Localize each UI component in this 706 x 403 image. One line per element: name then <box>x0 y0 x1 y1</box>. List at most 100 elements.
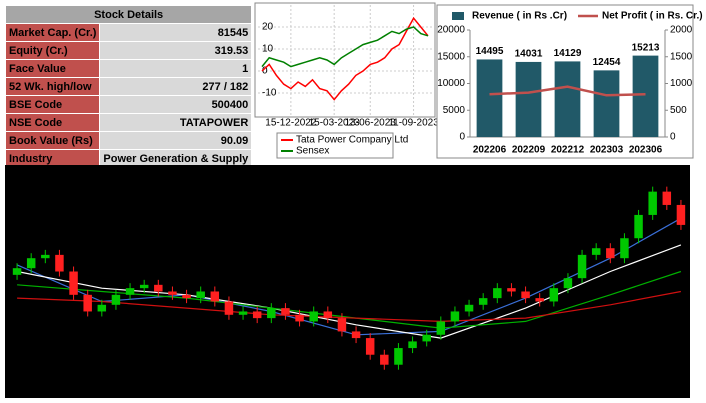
candle-body <box>521 291 530 299</box>
table-title: Stock Details <box>4 5 253 24</box>
plot-frame <box>254 2 436 118</box>
candle-body <box>478 298 488 305</box>
line <box>261 26 429 68</box>
candle-body <box>125 288 135 295</box>
y2-tick-label: 0 <box>670 132 676 143</box>
data-label: 14129 <box>554 48 582 59</box>
candle-body <box>549 288 559 302</box>
row-label: Market Cap. (Cr.) <box>4 23 101 42</box>
row-value: 81545 <box>99 23 253 42</box>
candle-body <box>408 341 417 349</box>
candle-body <box>323 311 333 319</box>
candle-body <box>634 214 643 239</box>
x-tick-label: 202212 <box>551 145 585 156</box>
candle-body <box>606 248 615 259</box>
line <box>261 16 429 101</box>
y-tick-label: 20000 <box>437 25 465 36</box>
stock-table: Stock Details Market Cap. (Cr.) 81545 Equit… <box>4 5 253 168</box>
data-label: 15213 <box>632 42 660 53</box>
x-tick-label: 202209 <box>512 145 546 156</box>
candle-body <box>224 301 234 315</box>
candle-body <box>168 291 177 295</box>
candle-body <box>210 291 220 302</box>
y-tick-label: 15000 <box>437 51 465 62</box>
data-label: 12454 <box>593 57 621 68</box>
candle-body <box>436 321 446 335</box>
row-label: BSE Code <box>4 95 101 114</box>
candle-body <box>337 318 347 332</box>
candle-body <box>182 294 191 299</box>
y2-tick-label: 1500 <box>670 51 693 62</box>
candle-body <box>662 191 672 205</box>
x-tick-label: 15-03-2023 <box>309 118 361 129</box>
candle-body <box>351 331 361 339</box>
bar <box>632 55 659 137</box>
row-value: 500400 <box>99 95 253 114</box>
candle-body <box>577 254 587 279</box>
bar <box>593 70 620 137</box>
candle-body <box>154 284 163 292</box>
candle-body <box>238 311 248 315</box>
y-tick-label: 5000 <box>443 105 466 116</box>
legend-label: Tata Power Company Ltd <box>296 135 408 146</box>
candle-body <box>422 334 431 342</box>
row-label: NSE Code <box>4 113 101 132</box>
data-label: 14495 <box>476 46 504 57</box>
row-label: Face Value <box>4 59 101 78</box>
candle-body <box>365 338 375 355</box>
chart-background <box>5 165 690 398</box>
candle-body <box>295 314 304 322</box>
candle-body <box>563 278 573 289</box>
y-tick-label: 20 <box>262 22 274 33</box>
row-value: 319.53 <box>99 41 253 60</box>
row-label: 52 Wk. high/low <box>4 77 101 96</box>
y2-tick-label: 2000 <box>670 25 693 36</box>
bar <box>515 61 542 137</box>
candle-body <box>139 284 149 289</box>
x-tick-label: 202306 <box>629 145 663 156</box>
candle-body <box>676 204 686 225</box>
candle-body <box>69 271 78 295</box>
legend-label: Sensex <box>296 146 329 157</box>
y-tick-label: 10 <box>262 44 274 55</box>
legend-swatch <box>452 12 464 20</box>
row-value: Power Generation & Supply <box>99 149 253 168</box>
candle-body <box>394 348 403 365</box>
candle-body <box>464 304 474 312</box>
candle-body <box>252 311 262 319</box>
candle-body <box>111 294 121 305</box>
legend-label: Revenue ( in Rs .Cr) <box>472 11 567 22</box>
candle-body <box>281 308 290 315</box>
candle-body <box>591 248 601 255</box>
candle-body <box>620 238 629 259</box>
candle-body <box>648 191 657 215</box>
candle-body <box>535 298 544 302</box>
y2-tick-label: 500 <box>670 105 687 116</box>
moving-average <box>17 290 682 323</box>
y-tick-label: 10000 <box>437 78 465 89</box>
candle-body <box>507 288 516 292</box>
x-tick-label: 202303 <box>590 145 624 156</box>
candle-body <box>26 258 36 269</box>
bar <box>476 59 503 137</box>
row-value: 1 <box>99 59 253 78</box>
bar <box>554 61 581 137</box>
candle-body <box>309 311 318 322</box>
y-tick-label: 0 <box>262 66 268 77</box>
candle-body <box>196 291 205 299</box>
x-tick-label: 11-09-2023 <box>388 118 439 129</box>
y-tick-label: 0 <box>459 132 465 143</box>
row-value: 277 / 182 <box>99 77 253 96</box>
x-tick-label: 202206 <box>473 145 507 156</box>
candle-body <box>41 254 50 259</box>
legend-box <box>276 132 394 159</box>
candle-body <box>97 304 107 312</box>
candle-body <box>12 268 22 275</box>
candle-body <box>267 308 276 319</box>
candle-body <box>450 311 460 322</box>
x-tick-label: 15-12-2022 <box>265 118 317 129</box>
y-tick-label: -10 <box>262 88 277 99</box>
legend-label: Net Profit ( in Rs. Cr.) <box>602 11 703 22</box>
